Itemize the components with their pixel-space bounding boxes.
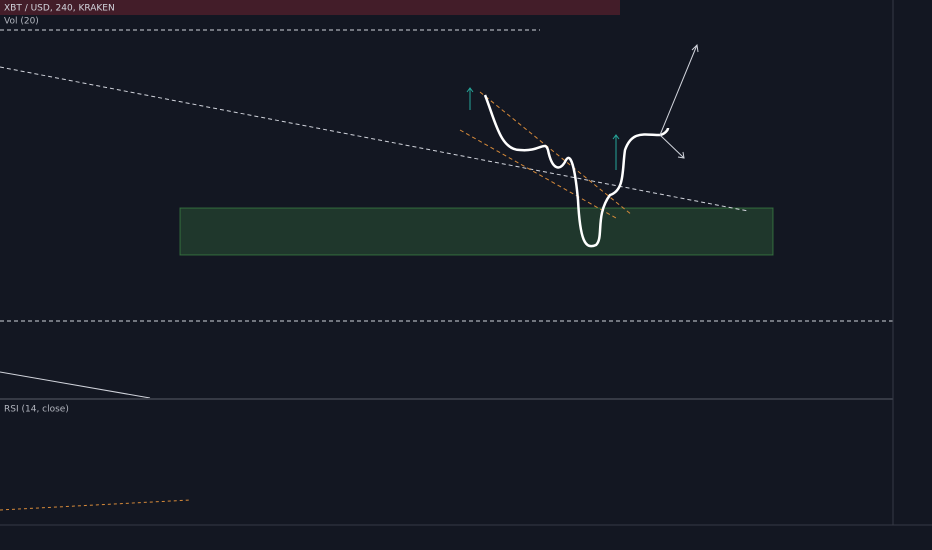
trendline: [0, 66, 749, 212]
arrow-head: [677, 151, 685, 159]
arrow: [659, 134, 685, 159]
volume-label: Vol (20): [4, 17, 39, 27]
arrow-head: [612, 134, 620, 140]
projection-sketch: [483, 94, 670, 248]
support-zone: [179, 207, 774, 256]
channel-line: [459, 129, 617, 219]
rsi-title: RSI (14, close): [4, 405, 69, 415]
arrow: [659, 44, 698, 136]
resistance-zone: [0, 0, 620, 15]
rsi-trendline: [0, 499, 191, 511]
chart-title: XBT / USD, 240, KRAKEN: [4, 4, 115, 14]
volume-trendline: [0, 371, 151, 399]
arrow-head: [466, 87, 474, 93]
arrow-head: [691, 43, 699, 53]
channel-line: [479, 91, 633, 216]
